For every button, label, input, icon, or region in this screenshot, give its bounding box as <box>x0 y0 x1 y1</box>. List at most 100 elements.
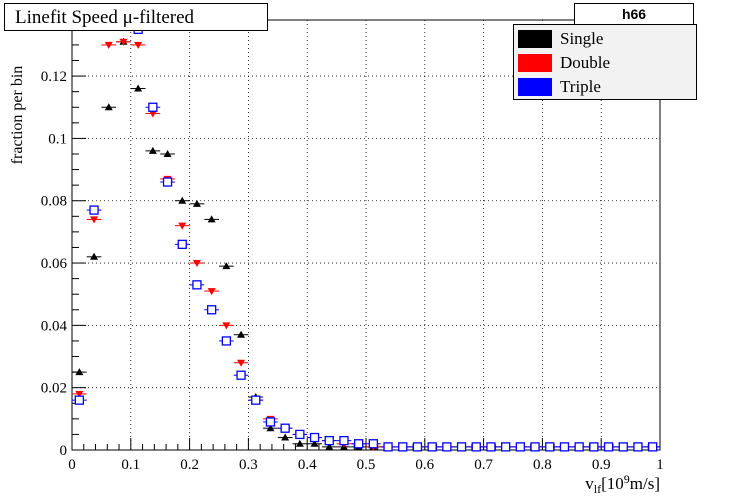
marker-single <box>101 103 117 111</box>
marker-double <box>219 322 234 330</box>
legend-swatch-triple <box>518 78 552 96</box>
marker-triple <box>468 442 484 452</box>
marker-double <box>72 390 87 398</box>
marker-single <box>204 215 219 223</box>
marker-triple <box>160 177 175 187</box>
x-axis-label-rest: [10 <box>601 474 624 493</box>
y-tick-label: 0.1 <box>48 131 67 147</box>
marker-triple <box>277 423 293 433</box>
legend: Single Double Triple <box>513 24 697 100</box>
marker-triple <box>571 442 587 452</box>
marker-double <box>130 41 146 49</box>
marker-triple <box>645 442 660 452</box>
y-tick-label: 0 <box>60 443 68 459</box>
marker-triple <box>527 442 543 452</box>
y-tick-label: 0.08 <box>41 194 67 210</box>
y-axis-label: fraction per bin <box>9 66 26 165</box>
x-axis-label: vlf[109m/s] <box>585 472 660 496</box>
marker-triple <box>439 442 455 452</box>
marker-triple <box>321 436 337 446</box>
chart-title: Linefit Speed μ-filtered <box>15 7 195 28</box>
x-tick-label: 0.3 <box>239 457 258 473</box>
marker-triple <box>174 239 190 249</box>
y-tick-label: 0.12 <box>41 69 67 85</box>
marker-triple <box>72 395 87 405</box>
x-tick-label: 0.7 <box>474 457 493 473</box>
x-axis-label-sub: lf <box>594 482 601 496</box>
marker-single <box>233 330 249 338</box>
y-tick-label: 0.06 <box>41 256 68 272</box>
x-axis-label-end: m/s] <box>630 474 660 493</box>
marker-single <box>145 146 161 154</box>
marker-triple <box>248 395 264 405</box>
stats-histogram-name: h66 <box>575 4 693 25</box>
marker-single <box>174 196 190 204</box>
marker-double <box>174 222 190 230</box>
marker-triple <box>189 280 205 290</box>
marker-double <box>86 216 102 224</box>
marker-triple <box>424 442 440 452</box>
marker-single <box>219 262 234 270</box>
marker-double <box>189 260 205 268</box>
y-tick-label: 0.04 <box>41 318 68 334</box>
marker-double <box>204 288 219 296</box>
marker-single <box>189 199 205 207</box>
marker-single <box>263 424 278 432</box>
marker-single <box>160 149 175 157</box>
marker-single <box>130 84 146 92</box>
y-tick-label: 0.02 <box>41 381 67 397</box>
legend-label-double: Double <box>560 53 611 72</box>
marker-triple <box>263 417 278 427</box>
marker-triple <box>336 436 352 446</box>
marker-single <box>86 252 102 260</box>
legend-swatch-double <box>518 54 552 72</box>
marker-single <box>72 368 87 376</box>
marker-triple <box>601 442 616 452</box>
marker-triple <box>86 205 102 215</box>
marker-triple <box>513 442 528 452</box>
marker-single <box>277 433 293 441</box>
marker-single <box>321 442 337 450</box>
x-axis-label-main: v <box>585 474 594 493</box>
marker-triple <box>483 442 499 452</box>
marker-triple <box>292 429 308 440</box>
marker-triple <box>395 442 411 452</box>
marker-triple <box>498 442 513 452</box>
marker-triple <box>204 305 219 315</box>
marker-triple <box>366 439 381 449</box>
marker-single <box>292 439 308 447</box>
marker-triple <box>630 442 646 452</box>
x-tick-label: 0.2 <box>180 457 199 473</box>
marker-double <box>116 38 131 46</box>
marker-triple <box>410 442 425 452</box>
x-tick-label: 0.8 <box>533 457 552 473</box>
tick-labels: 0 0.1 0.2 0.3 0.4 0.5 0.6 0.7 0.8 0.9 1 0 0.02 0.04 0.… <box>41 69 664 473</box>
marker-double <box>101 41 117 49</box>
marker-triple <box>615 442 631 452</box>
marker-triple <box>219 336 234 346</box>
x-tick-label: 0.1 <box>121 457 140 473</box>
x-tick-label: 0.5 <box>357 457 376 473</box>
marker-triple <box>351 439 366 449</box>
marker-triple <box>454 442 469 452</box>
marker-triple <box>380 442 396 452</box>
marker-triple <box>542 442 558 452</box>
marker-triple <box>557 442 572 452</box>
x-tick-label: 0.9 <box>592 457 611 473</box>
marker-triple <box>233 370 249 380</box>
marker-triple <box>145 102 161 112</box>
chart-title-box: Linefit Speed μ-filtered <box>4 3 268 31</box>
legend-swatch-single <box>518 30 552 48</box>
marker-triple <box>586 442 602 452</box>
marker-double <box>145 110 161 118</box>
legend-label-triple: Triple <box>560 77 601 96</box>
marker-single <box>307 439 322 447</box>
legend-label-single: Single <box>560 29 604 48</box>
x-tick-label: 0.6 <box>415 457 434 473</box>
x-axis-label-sup: 9 <box>624 472 630 486</box>
x-tick-label: 0.4 <box>298 457 317 473</box>
marker-double <box>233 359 249 367</box>
x-tick-label: 0 <box>68 457 76 473</box>
marker-triple <box>307 432 322 443</box>
x-tick-label: 1 <box>656 457 664 473</box>
